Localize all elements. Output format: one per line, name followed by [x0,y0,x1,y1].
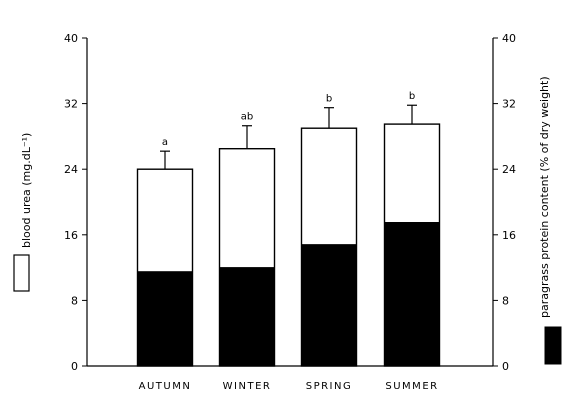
right-tick-label: 8 [502,294,509,307]
protein-bar [219,267,275,367]
right-axis-title: paragrass protein content (% of dry weig… [538,76,551,318]
category-label: SUMMER [385,381,438,392]
left-axis-title: blood urea (mg.dL⁻¹) [20,133,33,248]
legend-urea: blood urea (mg.dL⁻¹) [13,133,33,292]
significance-label: b [326,94,332,105]
legend-protein: paragrass protein content (% of dry weig… [538,76,562,365]
right-tick-label: 32 [502,98,516,111]
labels: 0 8 16 24 32 40 0 8 16 24 32 40 a AUTUMN ab WINTER b SPRI… [64,32,516,392]
left-tick-label: 8 [71,294,78,307]
category-label: WINTER [223,381,272,392]
legend-swatch-protein [544,326,562,365]
right-tick-label: 24 [502,163,516,176]
legend-swatch-urea [13,254,30,292]
protein-bar [137,271,193,367]
category-label: AUTUMN [139,381,192,392]
category-label: SPRING [306,381,353,392]
bars [136,104,441,367]
right-tick-label: 16 [502,229,516,242]
left-tick-label: 32 [64,98,78,111]
left-tick-label: 24 [64,163,78,176]
significance-label: ab [241,112,253,123]
left-tick-label: 16 [64,229,78,242]
significance-label: b [409,91,415,102]
right-tick-label: 0 [502,360,509,373]
protein-bar [384,222,440,367]
right-tick-label: 40 [502,32,516,45]
protein-bar [301,244,357,367]
significance-label: a [162,137,168,148]
left-tick-label: 40 [64,32,78,45]
left-tick-label: 0 [71,360,78,373]
